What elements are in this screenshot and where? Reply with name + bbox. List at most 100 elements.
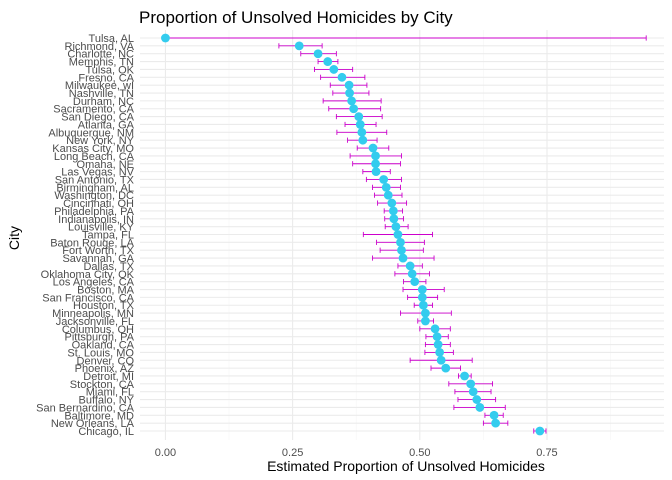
y-tick-label: Memphis, TN <box>69 57 134 69</box>
data-point <box>436 355 446 365</box>
data-point <box>466 379 476 389</box>
grid <box>140 30 664 440</box>
data-point <box>421 308 430 318</box>
y-tick-label: Tulsa, AL <box>89 33 134 45</box>
y-tick-label: Albuquerque, NM <box>48 127 134 139</box>
y-tick-label: Birmingham, AL <box>56 182 134 194</box>
data-point <box>347 96 357 106</box>
y-tick-label: Detroit, MI <box>83 371 134 383</box>
y-tick-label: Louisville, KY <box>68 222 135 234</box>
data-point <box>161 33 170 43</box>
data-point <box>491 418 501 428</box>
data-point <box>407 269 417 279</box>
x-tick-label: 0.50 <box>409 447 430 459</box>
points <box>161 33 545 436</box>
data-point <box>398 253 408 263</box>
y-tick-label: Miami, FL <box>86 387 134 399</box>
y-tick-label: Sacramento, CA <box>53 104 134 116</box>
y-tick-label: San Diego, CA <box>61 112 134 124</box>
y-tick-label: Houston, TX <box>73 300 135 312</box>
y-tick-label: Jacksonville, FL <box>56 316 134 328</box>
data-point <box>475 403 485 412</box>
y-tick-label: San Francisco, CA <box>42 292 134 304</box>
y-tick-label: Oakland, CA <box>72 340 135 352</box>
y-tick-label: Atlanta, GA <box>78 119 135 131</box>
y-tick-label: Fort Worth, TX <box>62 245 134 257</box>
y-tick-label: Fresno, CA <box>78 72 134 84</box>
y-tick-label: New Orleans, LA <box>51 418 135 430</box>
data-point <box>430 324 440 334</box>
data-point <box>358 135 368 145</box>
y-tick-label: Richmond, VA <box>65 41 135 53</box>
y-tick-label: Durham, NC <box>73 96 134 108</box>
y-tick-label: Oklahoma City, OK <box>41 269 135 281</box>
data-point <box>441 363 451 373</box>
data-point <box>355 120 365 129</box>
y-tick-label: Indianapolis, IN <box>58 214 134 226</box>
y-tick-label: Charlotte, NC <box>67 49 134 61</box>
y-tick-label: Savannah, GA <box>62 253 134 265</box>
data-point <box>435 348 445 357</box>
y-tick-label: Baltimore, MD <box>64 410 134 422</box>
data-point <box>357 127 367 137</box>
data-point <box>410 277 420 287</box>
data-point <box>535 426 545 436</box>
x-tick-label: 0.00 <box>155 447 176 459</box>
y-tick-label: Tampa, FL <box>82 230 134 242</box>
data-point <box>388 206 398 216</box>
y-tick-label: Boston, MA <box>77 285 135 297</box>
y-tick-label: Cincinnati, OH <box>63 198 134 210</box>
y-tick-label: Philadelphia, PA <box>54 206 135 218</box>
data-point <box>405 261 415 271</box>
data-point <box>417 292 427 302</box>
y-tick-label: Tulsa, OK <box>86 64 135 76</box>
data-point <box>349 104 359 114</box>
data-point <box>344 80 354 90</box>
data-point <box>294 41 304 51</box>
y-tick-label: Stockton, CA <box>70 379 135 391</box>
data-point <box>489 410 499 420</box>
data-point <box>391 222 401 232</box>
data-point <box>337 72 347 82</box>
y-tick-label: Nashville, TN <box>69 88 134 100</box>
y-tick-label: Denver, CO <box>77 355 135 367</box>
data-point <box>433 340 443 349</box>
y-tick-label: Chicago, IL <box>78 426 134 438</box>
data-point <box>345 88 354 98</box>
data-point <box>371 167 381 177</box>
y-tick-label: St. Louis, MO <box>67 347 134 359</box>
x-tick-label: 0.25 <box>282 447 303 459</box>
y-tick-label: Pittsburgh, PA <box>65 332 135 344</box>
data-point <box>417 285 427 294</box>
data-point <box>389 214 399 224</box>
y-tick-label: Buffalo, NY <box>79 395 135 407</box>
y-tick-label: Baton Rouge, LA <box>50 237 134 249</box>
data-point <box>421 316 430 326</box>
data-point <box>371 159 380 169</box>
chart-title: Proportion of Unsolved Homicides by City <box>139 8 453 27</box>
y-tick-label: New York, NY <box>66 135 135 147</box>
y-tick-label: Long Beach, CA <box>54 151 135 163</box>
data-point <box>354 112 364 121</box>
y-axis-title: City <box>6 226 22 250</box>
y-tick-label: Columbus, OH <box>62 324 134 336</box>
y-tick-label: Las Vegas, NV <box>61 167 134 179</box>
y-tick-label: Omaha, NE <box>77 159 134 171</box>
y-tick-label: Kansas City, MO <box>52 143 134 155</box>
y-tick-label: Minneapolis, MN <box>52 308 134 320</box>
y-tick-label: Washington, DC <box>54 190 134 202</box>
y-tick-label: Phoenix, AZ <box>75 363 135 375</box>
y-tick-label: San Bernardino, CA <box>36 402 134 414</box>
data-point <box>396 237 405 247</box>
x-axis-title: Estimated Proportion of Unsolved Homicid… <box>267 458 545 474</box>
data-point <box>323 57 333 66</box>
data-point <box>313 49 323 59</box>
data-point <box>387 198 397 208</box>
x-tick-label: 0.75 <box>536 447 557 459</box>
data-point <box>468 387 478 397</box>
data-point <box>472 395 482 404</box>
y-tick-label: Los Angeles, CA <box>53 277 135 289</box>
y-tick-label: Dallas, TX <box>83 261 134 273</box>
data-point <box>371 151 380 161</box>
